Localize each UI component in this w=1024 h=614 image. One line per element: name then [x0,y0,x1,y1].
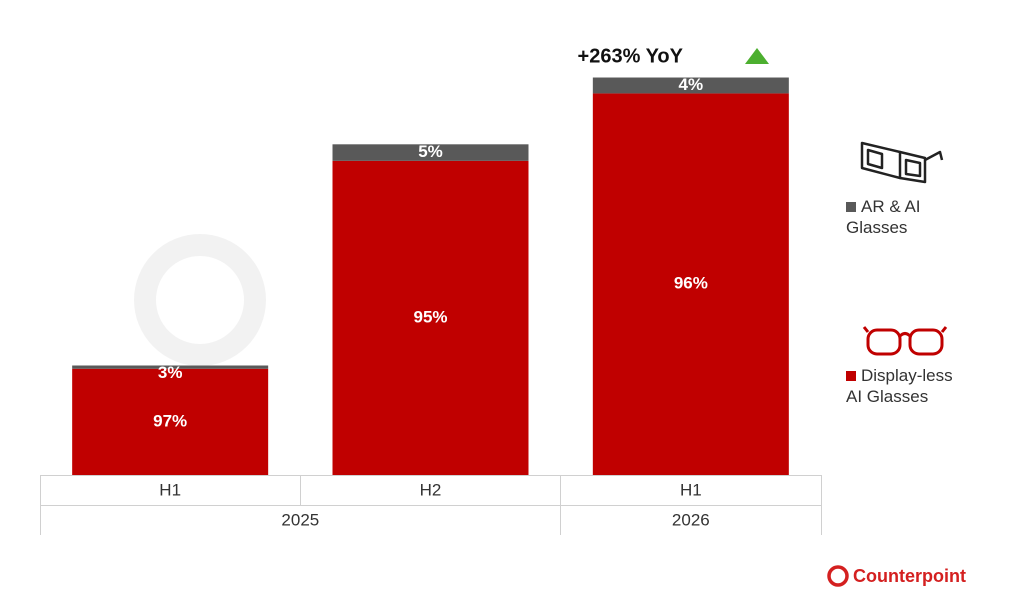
bar-segment [592,77,789,94]
data-label: 5% [418,142,443,161]
group-label: 2026 [672,510,710,529]
data-label: 3% [158,363,183,382]
bar-segment [72,368,269,475]
up-arrow [745,48,769,64]
bar-segment [592,93,789,475]
icon-ai-glasses [862,326,948,356]
legend-label: AR & AI Glasses [846,197,921,237]
x-tick-label: H1 [159,480,181,499]
data-label: 4% [679,75,704,94]
annotation: +263% YoY [578,45,684,67]
group-label: 2025 [281,510,319,529]
legend-entry: Display-less AI Glasses [846,365,971,407]
logo: Counterpoint [827,565,966,587]
bar-segment [332,160,529,476]
bar-segment [72,365,269,369]
data-label: 95% [413,307,447,326]
x-tick-label: H2 [420,480,442,499]
brand: Counterpoint [853,566,966,586]
legend-swatch [846,371,856,381]
data-label: 96% [674,274,708,293]
icon-ar-glasses [860,141,944,184]
watermark [134,234,266,366]
legend-entry: AR & AI Glasses [846,196,971,238]
legend-label: Display-less AI Glasses [846,366,953,406]
bar-segment [332,144,529,161]
legend-swatch [846,202,856,212]
x-tick-label: H1 [680,480,702,499]
data-label: 97% [153,411,187,430]
category-axis [40,475,822,535]
